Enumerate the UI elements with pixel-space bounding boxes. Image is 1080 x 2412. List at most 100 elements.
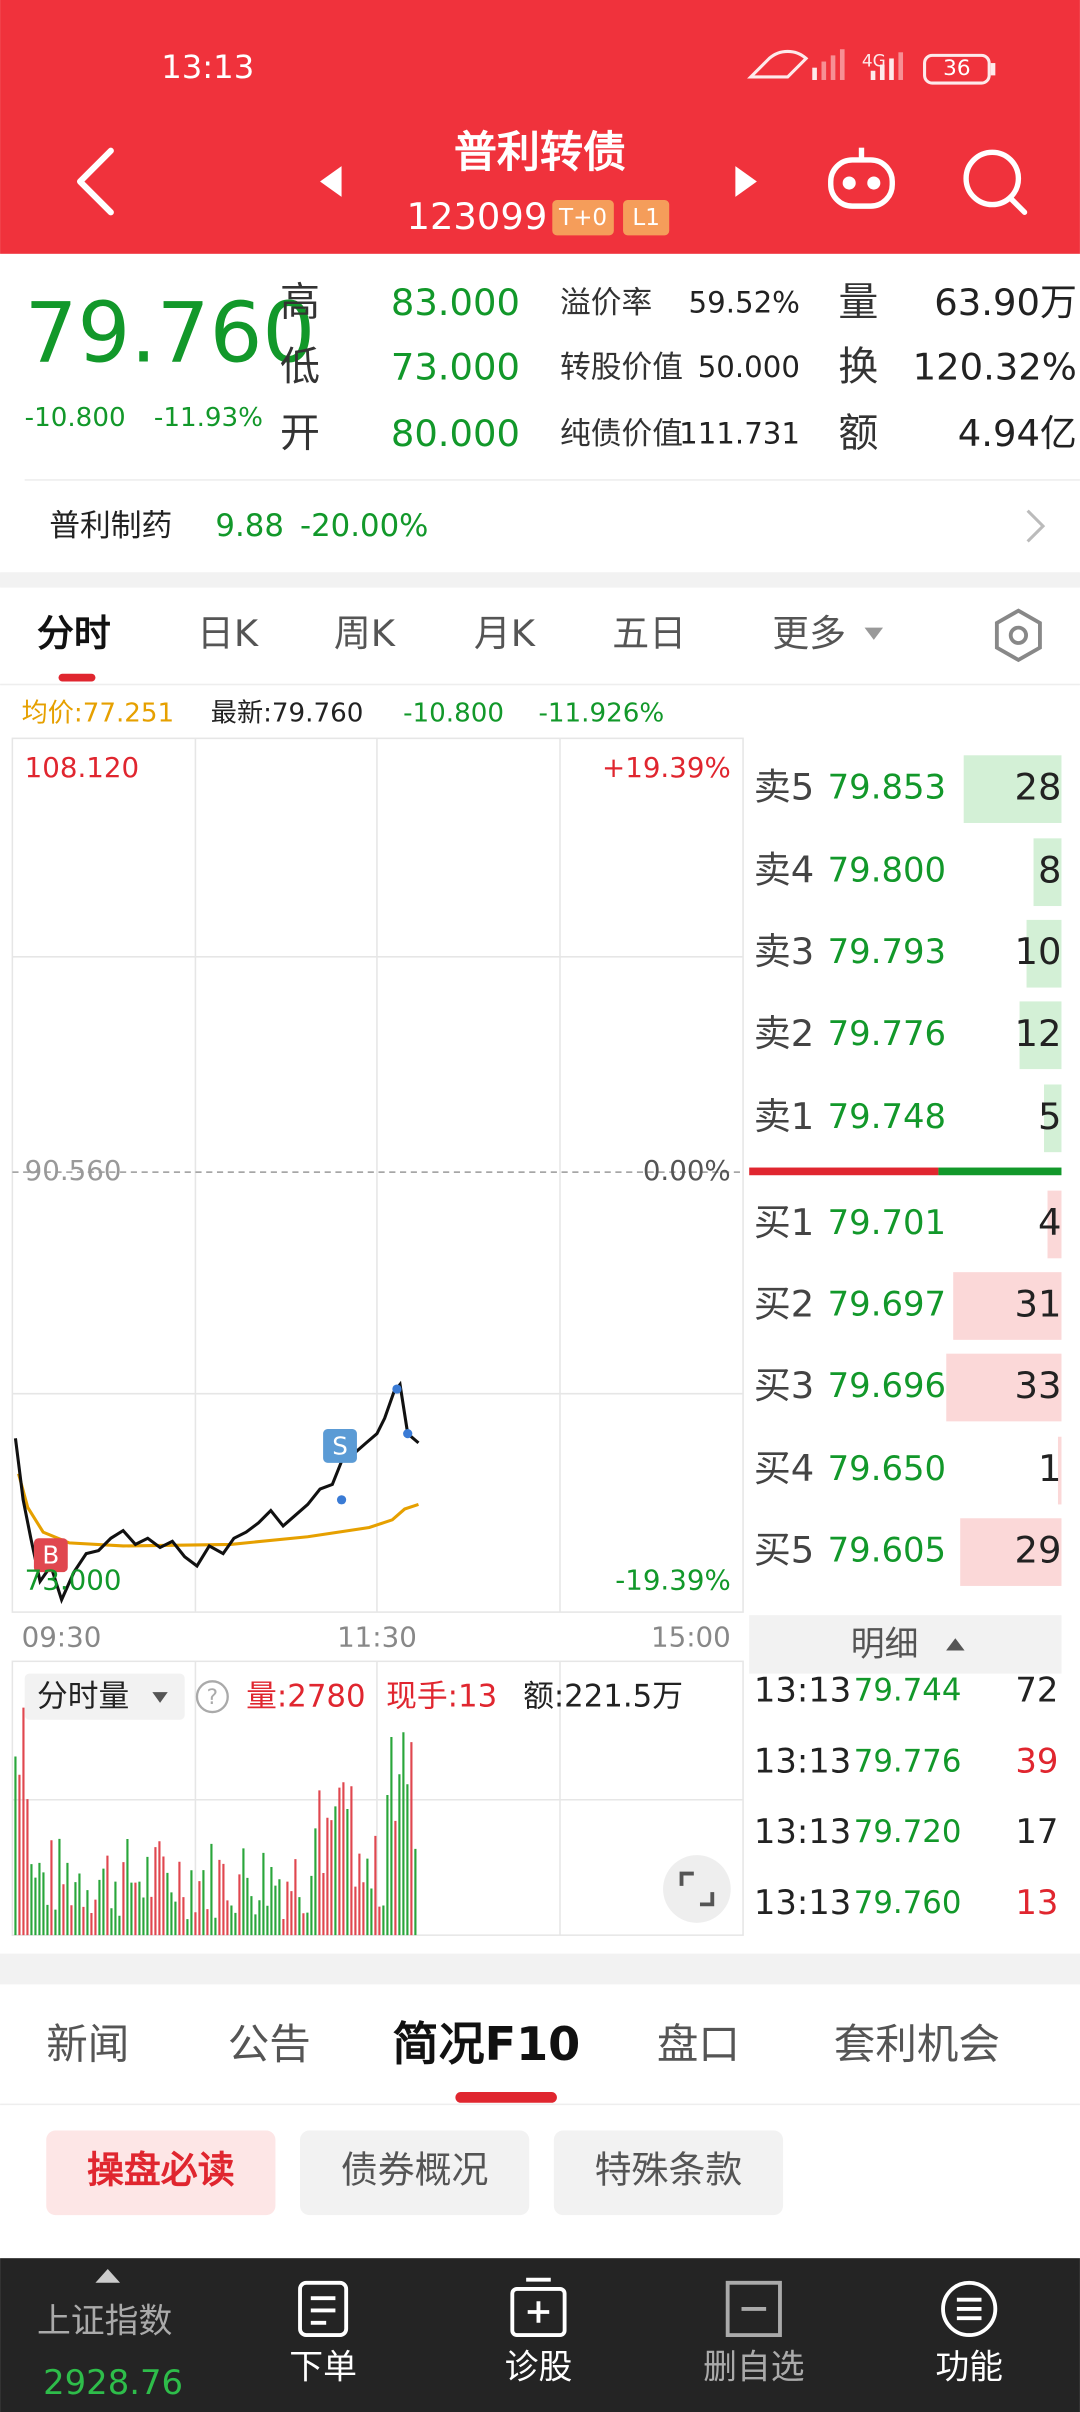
level-price: 79.701: [828, 1203, 946, 1242]
level-price: 79.696: [828, 1366, 946, 1405]
latest-change: -10.800: [403, 698, 504, 728]
level-price: 79.605: [828, 1531, 946, 1570]
depth-bar: [963, 755, 1062, 823]
status-icons: 4G: [747, 49, 996, 85]
nav-items: 下单 诊股 删自选 功能: [289, 2347, 1003, 2386]
trade-time: 13:13: [754, 1883, 852, 1922]
header-bg: [0, 0, 1080, 254]
nav-item[interactable]: 功能: [935, 2347, 1003, 2386]
help-icon[interactable]: ?: [195, 1680, 229, 1714]
nav-item[interactable]: 删自选: [703, 2347, 804, 2386]
chart-tab[interactable]: 五日: [612, 612, 686, 655]
axis-mid-pct: 0.00%: [643, 1154, 731, 1187]
trade-qty: 17: [1015, 1812, 1058, 1851]
metric-label: 转股价值: [560, 350, 683, 386]
search-icon[interactable]: [963, 149, 1028, 215]
level-qty: 8: [1038, 849, 1061, 892]
selector-caret: [152, 1692, 168, 1703]
stock-change: -20.00%: [300, 508, 428, 544]
depth-bar: [1033, 838, 1062, 907]
prev-button[interactable]: [320, 166, 342, 197]
volume-selector[interactable]: [24, 1673, 185, 1720]
sub-tab[interactable]: 操盘必读: [87, 2149, 235, 2192]
info-tab[interactable]: 新闻: [46, 2019, 129, 2068]
trade-price: 79.760: [854, 1885, 962, 1921]
chart-tab[interactable]: 周K: [334, 612, 396, 655]
sub-tab-bg[interactable]: [46, 2130, 276, 2216]
robot-icon[interactable]: [828, 147, 895, 209]
last-price: 79.760: [25, 284, 316, 381]
stat-label: 高: [280, 280, 320, 326]
level-price: 79.793: [828, 932, 946, 971]
level-label: 卖4: [754, 849, 814, 892]
level-label: 买5: [754, 1529, 814, 1572]
chart-grid: [11, 737, 744, 1613]
depth-bar: [1047, 1190, 1062, 1259]
ticks-header-bg[interactable]: [749, 1615, 1062, 1674]
stock-price: 9.88: [215, 508, 283, 544]
chart-tab[interactable]: 更多: [772, 612, 846, 655]
trade-qty: 39: [1015, 1741, 1058, 1780]
price-line: [13, 1380, 420, 1605]
nav-item[interactable]: 下单: [289, 2347, 357, 2386]
level-label: 买1: [754, 1201, 814, 1244]
buy-badge: [33, 1538, 68, 1573]
tag: L1: [632, 205, 660, 231]
chart-tab[interactable]: 月K: [474, 612, 536, 655]
index-name[interactable]: 上证指数: [37, 2301, 172, 2340]
level-qty: 10: [1015, 930, 1062, 973]
depth-bar: [953, 1272, 1062, 1340]
fullscreen-button[interactable]: [663, 1855, 731, 1923]
back-button[interactable]: [76, 147, 114, 216]
volume-value: 量:2780: [246, 1679, 365, 1715]
info-tab[interactable]: 套利机会: [834, 2019, 1000, 2068]
trade-time: 13:13: [754, 1812, 852, 1851]
ask-bid-ratio-green: [938, 1167, 1062, 1176]
metric-value: 50.000: [698, 350, 800, 384]
volume-selector-text[interactable]: 分时量: [37, 1679, 129, 1715]
level-qty: 1: [1038, 1447, 1061, 1490]
next-button[interactable]: [735, 166, 757, 197]
chart-tab[interactable]: 日K: [197, 612, 259, 655]
level-price: 79.650: [828, 1449, 946, 1488]
volume-label: 量: [838, 280, 878, 326]
battery-level: 36: [943, 56, 970, 81]
stat-label: 开: [280, 410, 320, 456]
sub-tab-bg[interactable]: [553, 2130, 784, 2216]
buy-badge-text: B: [42, 1541, 59, 1570]
ticks-header[interactable]: 明细: [851, 1624, 919, 1663]
order-book: 卖5 79.853 28 卖4 79.800 8 卖3 79.793 10 卖2 79.776 12 卖…: [754, 755, 1062, 1586]
index-value: 2928.76: [43, 2363, 183, 2402]
sub-tab[interactable]: 特殊条款: [595, 2149, 743, 2192]
chart-tab[interactable]: 分时: [37, 612, 111, 655]
trade-qty: 72: [1015, 1671, 1058, 1710]
tab-indicator: [58, 673, 96, 682]
settings-icon[interactable]: [994, 608, 1042, 663]
level-label: 买2: [754, 1282, 814, 1325]
axis-bottom-pct: -19.39%: [615, 1563, 731, 1596]
level-label: 卖1: [754, 1095, 814, 1138]
info-tab[interactable]: 盘口: [657, 2019, 740, 2068]
tag: T+0: [558, 205, 607, 231]
svg-text:4G: 4G: [862, 51, 886, 71]
nav-item[interactable]: 诊股: [505, 2347, 573, 2386]
axis-top-pct: +19.39%: [602, 751, 731, 784]
stock-name[interactable]: 普利制药: [49, 508, 172, 544]
sell-badge-text: S: [332, 1432, 348, 1461]
axis-mid: 90.560: [25, 1154, 122, 1187]
time-label: 11:30: [337, 1620, 417, 1653]
level-qty: 5: [1038, 1095, 1061, 1138]
sub-tab-bg[interactable]: [300, 2130, 530, 2216]
volume-value: 4.94亿: [958, 412, 1077, 455]
metric-value: 111.731: [679, 416, 800, 450]
chevron: [1026, 509, 1046, 543]
info-tab[interactable]: 简况F10: [392, 2017, 580, 2071]
info-tab[interactable]: 公告: [228, 2019, 311, 2068]
sell-badge: [323, 1429, 357, 1463]
sub-tab[interactable]: 债券概况: [341, 2149, 489, 2192]
avg-price: 均价:77.251: [22, 698, 175, 728]
nav-icons: [298, 2277, 998, 2338]
